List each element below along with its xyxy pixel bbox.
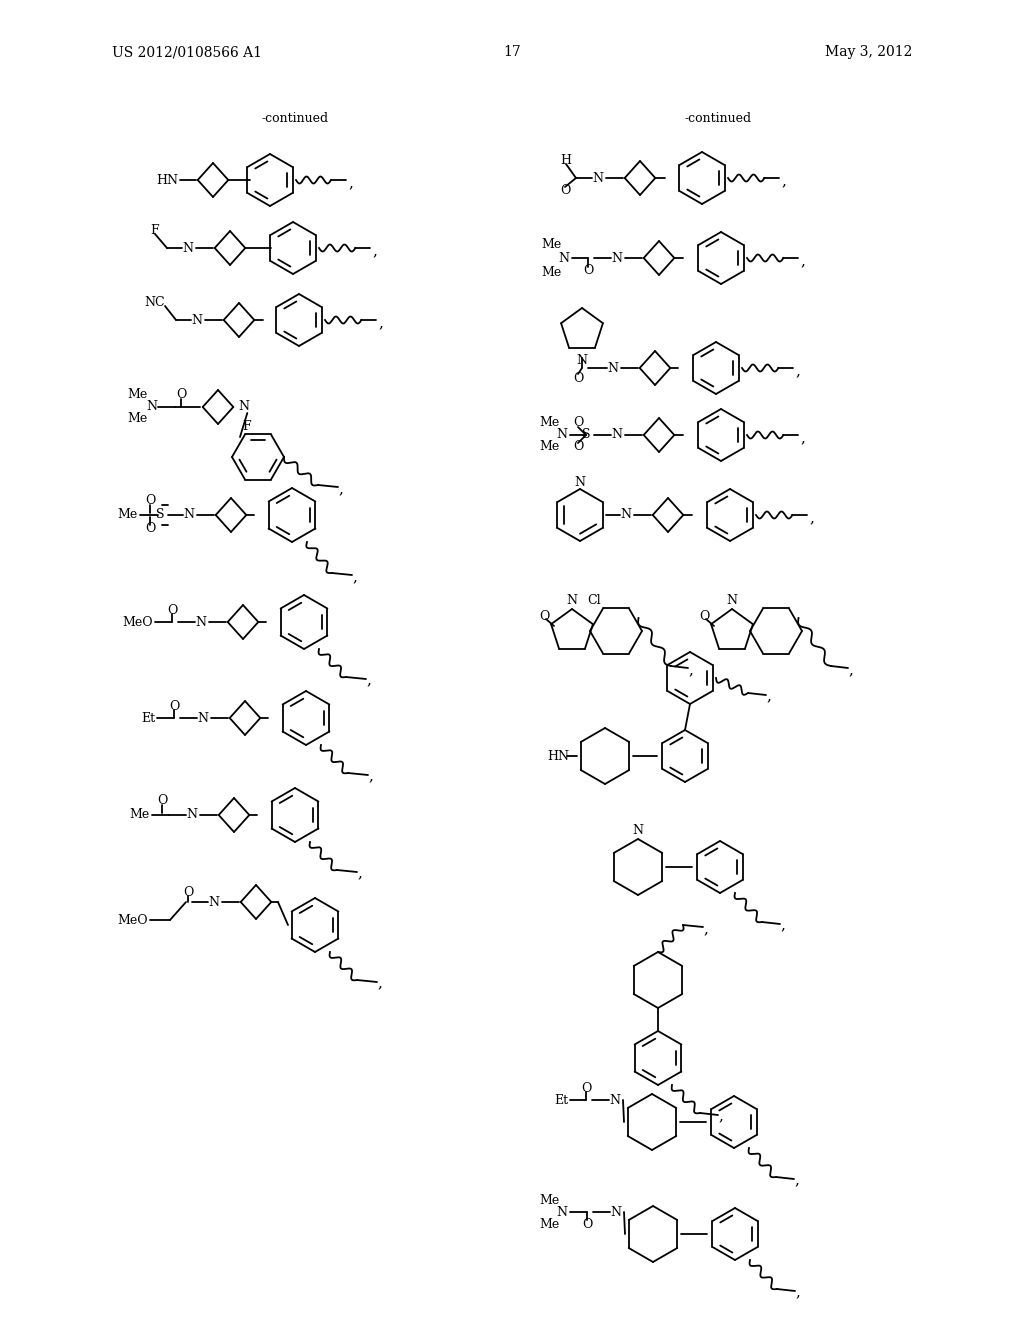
Text: ,: ,: [810, 511, 815, 525]
Text: ,: ,: [795, 1173, 800, 1187]
Text: O: O: [572, 417, 584, 429]
Text: O: O: [560, 185, 570, 198]
Text: O: O: [176, 388, 186, 401]
Text: ,: ,: [357, 866, 362, 880]
Text: O: O: [581, 1081, 591, 1094]
Text: Me: Me: [118, 508, 138, 521]
Text: N: N: [556, 1205, 567, 1218]
Text: Me: Me: [542, 265, 562, 279]
Text: ,: ,: [369, 770, 374, 783]
Text: Me: Me: [542, 238, 562, 251]
Text: ,: ,: [379, 315, 384, 330]
Text: N: N: [607, 362, 618, 375]
Text: ,: ,: [719, 1109, 723, 1123]
Text: O: O: [583, 264, 593, 277]
Text: H: H: [560, 153, 571, 166]
Text: N: N: [556, 429, 567, 441]
Text: N: N: [196, 615, 207, 628]
Text: Cl: Cl: [587, 594, 601, 606]
Text: Et: Et: [141, 711, 155, 725]
Text: N: N: [191, 314, 203, 326]
Text: Me: Me: [540, 417, 560, 429]
Text: US 2012/0108566 A1: US 2012/0108566 A1: [112, 45, 262, 59]
Text: N: N: [633, 825, 643, 837]
Text: O: O: [572, 371, 584, 384]
Text: MeO: MeO: [123, 615, 153, 628]
Text: N: N: [726, 594, 737, 607]
Text: Me: Me: [540, 1217, 560, 1230]
Text: F: F: [242, 421, 251, 433]
Text: NC: NC: [144, 296, 165, 309]
Text: S: S: [156, 508, 164, 521]
Text: N: N: [146, 400, 158, 413]
Text: ,: ,: [849, 663, 853, 677]
Text: S: S: [582, 429, 590, 441]
Text: N: N: [577, 354, 588, 367]
Text: MeO: MeO: [118, 913, 148, 927]
Text: May 3, 2012: May 3, 2012: [824, 45, 912, 59]
Text: N: N: [611, 252, 623, 264]
Text: ,: ,: [367, 673, 372, 686]
Text: N: N: [183, 508, 195, 521]
Text: Me: Me: [128, 412, 148, 425]
Text: -continued: -continued: [684, 111, 752, 124]
Text: ,: ,: [767, 689, 771, 704]
Text: N: N: [558, 252, 569, 264]
Text: HN: HN: [156, 173, 178, 186]
Text: ,: ,: [352, 570, 357, 583]
Text: ,: ,: [703, 921, 709, 936]
Text: ,: ,: [688, 663, 693, 677]
Text: N: N: [209, 895, 219, 908]
Text: O: O: [157, 795, 167, 808]
Text: O: O: [582, 1217, 592, 1230]
Text: N: N: [566, 594, 578, 607]
Text: Me: Me: [130, 808, 150, 821]
Text: N: N: [186, 808, 198, 821]
Text: O: O: [144, 495, 156, 507]
Text: N: N: [574, 477, 586, 490]
Text: Me: Me: [128, 388, 148, 401]
Text: ,: ,: [796, 364, 801, 378]
Text: Me: Me: [540, 441, 560, 454]
Text: ,: ,: [801, 253, 806, 268]
Text: ,: ,: [373, 244, 378, 257]
Text: ,: ,: [378, 975, 382, 990]
Text: O: O: [539, 610, 549, 623]
Text: N: N: [621, 508, 632, 521]
Text: Et: Et: [554, 1093, 568, 1106]
Text: N: N: [593, 172, 603, 185]
Text: O: O: [144, 523, 156, 536]
Text: N: N: [182, 242, 194, 255]
Text: ,: ,: [796, 1284, 801, 1299]
Text: ,: ,: [339, 482, 343, 496]
Text: N: N: [611, 429, 623, 441]
Text: ,: ,: [780, 917, 785, 932]
Text: Me: Me: [540, 1193, 560, 1206]
Text: O: O: [698, 610, 710, 623]
Text: O: O: [167, 603, 177, 616]
Text: ,: ,: [348, 176, 353, 190]
Text: O: O: [572, 441, 584, 454]
Text: O: O: [183, 886, 194, 899]
Text: HN: HN: [547, 750, 569, 763]
Text: N: N: [239, 400, 249, 413]
Text: N: N: [609, 1093, 621, 1106]
Text: -continued: -continued: [261, 111, 329, 124]
Text: O: O: [169, 700, 179, 713]
Text: ,: ,: [782, 174, 786, 187]
Text: 17: 17: [503, 45, 521, 59]
Text: F: F: [151, 223, 160, 236]
Text: N: N: [198, 711, 209, 725]
Text: N: N: [610, 1205, 622, 1218]
Text: ,: ,: [801, 432, 806, 445]
